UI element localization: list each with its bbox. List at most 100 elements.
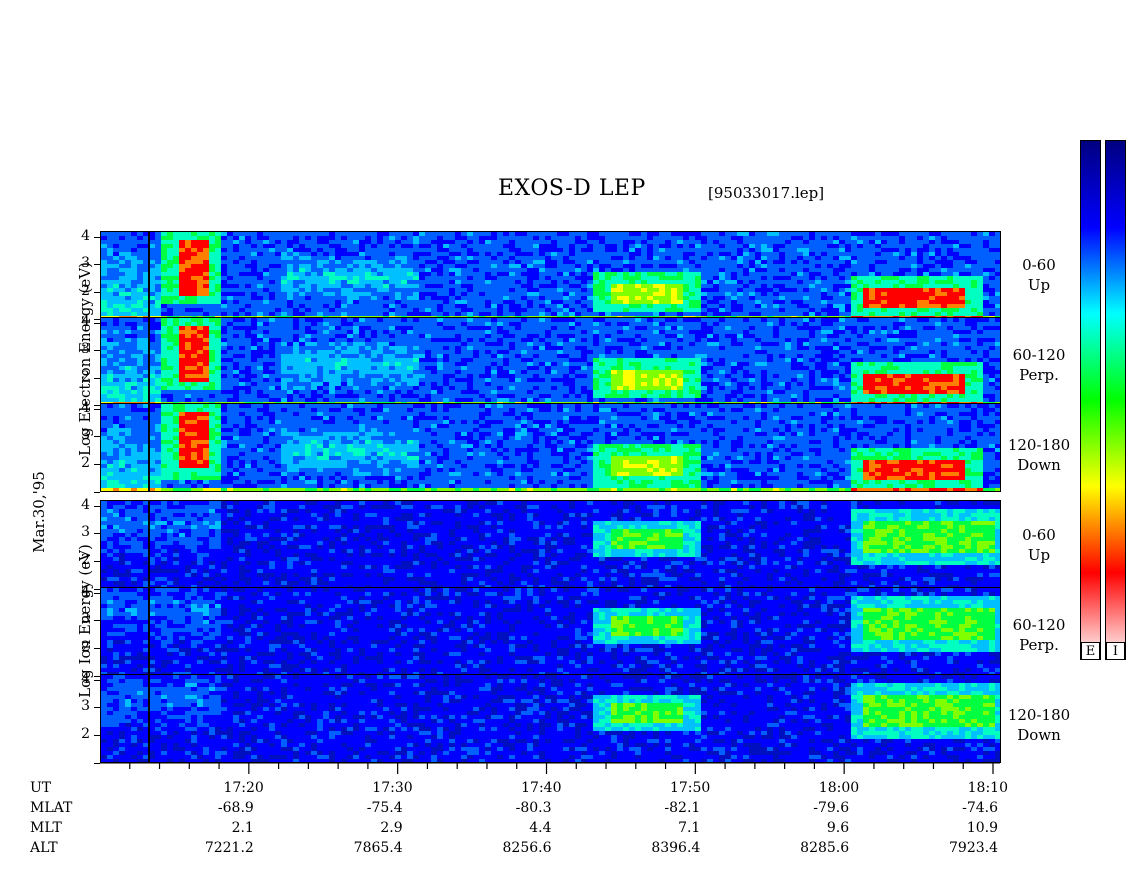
spectrogram-cell <box>845 252 851 256</box>
spectrogram-cell <box>161 394 167 398</box>
spectrogram-cell <box>419 354 425 358</box>
spectrogram-cell <box>419 382 425 386</box>
spectrogram-cell <box>161 276 167 280</box>
spectrogram-cell <box>437 350 443 354</box>
spectrogram-cell <box>341 268 347 272</box>
spectrogram-cell <box>107 264 113 268</box>
spectrogram-cell <box>875 268 881 272</box>
spectrogram-cell <box>719 300 725 304</box>
spectrogram-cell <box>647 268 653 272</box>
spectrogram-cell <box>533 288 539 292</box>
spectrogram-cell <box>113 318 119 322</box>
spectrogram-cell <box>437 248 443 252</box>
spectrogram-cell <box>119 366 125 370</box>
spectrogram-cell <box>671 240 677 244</box>
spectrogram-cell <box>239 300 245 304</box>
spectrogram-cell <box>881 284 887 288</box>
spectrogram-cell <box>161 292 167 296</box>
spectrogram-cell <box>791 296 797 300</box>
spectrogram-cell <box>365 350 371 354</box>
spectrogram-cell <box>359 308 365 312</box>
spectrogram-cell <box>149 268 155 272</box>
spectrogram-cell <box>635 296 641 300</box>
spectrogram-cell <box>299 244 305 248</box>
spectrogram-cell <box>761 244 767 248</box>
spectrogram-cell <box>371 370 377 374</box>
spectrogram-cell <box>179 240 185 244</box>
spectrogram-cell <box>467 312 473 316</box>
spectrogram-cell <box>605 236 611 240</box>
spectrogram-cell <box>827 260 833 264</box>
spectrogram-cell <box>419 284 425 288</box>
spectrogram-cell <box>665 240 671 244</box>
spectrogram-cell <box>323 268 329 272</box>
spectrogram-cell <box>593 280 599 284</box>
spectrogram-cell <box>443 236 449 240</box>
spectrogram-cell <box>707 232 713 236</box>
spectrogram-cell <box>203 382 209 386</box>
spectrogram-cell <box>125 386 131 390</box>
spectrogram-cell <box>365 358 371 362</box>
spectrogram-cell <box>425 232 431 236</box>
spectrogram-cell <box>935 304 941 308</box>
spectrogram-cell <box>287 374 293 378</box>
spectrogram-cell <box>773 260 779 264</box>
spectrogram-cell <box>401 326 407 330</box>
spectrogram-cell <box>551 236 557 240</box>
spectrogram-cell <box>221 386 227 390</box>
spectrogram-cell <box>653 236 659 240</box>
spectrogram-cell <box>797 284 803 288</box>
spectrogram-cell <box>515 272 521 276</box>
spectrogram-cell <box>383 362 389 366</box>
spectrogram-cell <box>215 280 221 284</box>
spectrogram-cell <box>785 312 791 316</box>
spectrogram-cell <box>641 280 647 284</box>
spectrogram-cell <box>287 248 293 252</box>
spectrogram-cell <box>371 240 377 244</box>
spectrogram-cell <box>131 322 137 326</box>
spectrogram-cell <box>599 296 605 300</box>
spectrogram-cell <box>539 276 545 280</box>
spectrogram-cell <box>263 334 269 338</box>
spectrogram-cell <box>995 280 1000 284</box>
spectrogram-cell <box>359 240 365 244</box>
spectrogram-cell <box>431 252 437 256</box>
spectrogram-cell <box>665 272 671 276</box>
spectrogram-cell <box>389 232 395 236</box>
spectrogram-cell <box>959 276 965 280</box>
spectrogram-cell <box>287 312 293 316</box>
spectrogram-cell <box>623 248 629 252</box>
spectrogram-cell <box>653 284 659 288</box>
spectrogram-cell <box>221 346 227 350</box>
spectrogram-cell <box>437 308 443 312</box>
spectrogram-cell <box>581 264 587 268</box>
spectrogram-cell <box>155 354 161 358</box>
spectrogram-cell <box>347 264 353 268</box>
spectrogram-cell <box>305 260 311 264</box>
spectrogram-cell <box>461 260 467 264</box>
spectrogram-cell <box>461 370 467 374</box>
spectrogram-cell <box>269 358 275 362</box>
spectrogram-cell <box>503 232 509 236</box>
spectrogram-cell <box>419 312 425 316</box>
spectrogram-cell <box>395 280 401 284</box>
spectrogram-cell <box>479 272 485 276</box>
spectrogram-cell <box>191 394 197 398</box>
spectrogram-cell <box>281 284 287 288</box>
spectrogram-cell <box>455 280 461 284</box>
spectrogram-cell <box>209 354 215 358</box>
spectrogram-cell <box>227 300 233 304</box>
spectrogram-cell <box>125 322 131 326</box>
spectrogram-cell <box>365 248 371 252</box>
spectrogram-cell <box>113 272 119 276</box>
spectrogram-cell <box>461 346 467 350</box>
spectrogram-cell <box>341 342 347 346</box>
spectrogram-cell <box>125 330 131 334</box>
spectrogram-cell <box>881 252 887 256</box>
spectrogram-cell <box>299 304 305 308</box>
spectrogram-cell <box>341 284 347 288</box>
spectrogram-cell <box>983 300 989 304</box>
spectrogram-cell <box>173 350 179 354</box>
spectrogram-cell <box>323 346 329 350</box>
spectrogram-cell <box>455 382 461 386</box>
